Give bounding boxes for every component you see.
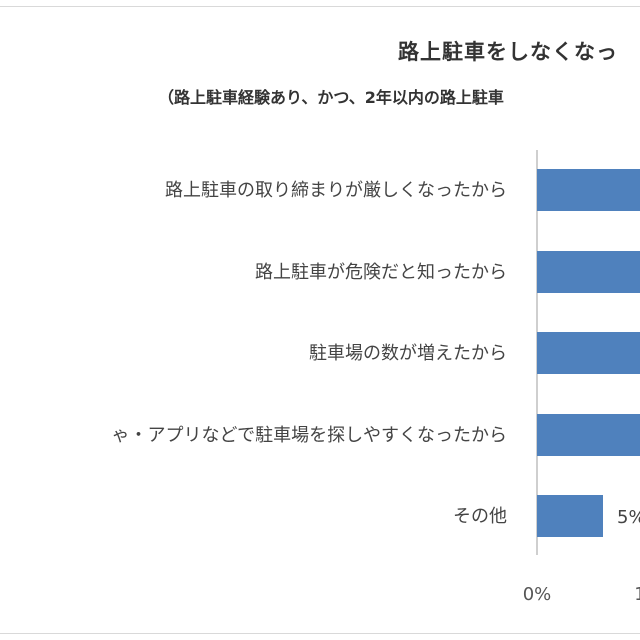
bar [537,414,640,456]
category-label: 路上駐車が危険だと知ったから [255,262,507,283]
data-label: 5% [617,507,640,528]
bar [537,169,640,211]
bar [537,332,640,374]
bar [537,251,640,293]
category-label: 路上駐車の取り締まりが厳しくなったから [165,180,507,201]
category-label: 駐車場の数が増えたから [309,343,507,364]
bar [537,495,603,537]
category-label: ゃ・アプリなどで駐車場を探しやすくなったから [112,425,507,446]
chart-subtitle: （路上駐車経験あり、かつ、2年以内の路上駐車 [158,88,504,107]
chart-title: 路上駐車をしなくなっ [398,40,618,64]
x-tick-label: 1 [634,584,640,605]
category-label: その他 [453,506,507,527]
chart-frame [0,6,640,634]
x-tick-label: 0% [523,584,552,605]
